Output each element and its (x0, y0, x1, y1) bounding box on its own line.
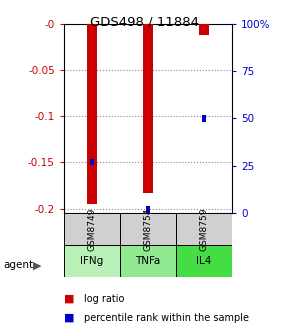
Text: IFNg: IFNg (80, 256, 104, 266)
Bar (143, 24, 153, 193)
Bar (120, 213, 176, 245)
Bar (202, 115, 206, 122)
Bar (176, 213, 232, 245)
Text: TNFa: TNFa (135, 256, 161, 266)
Bar (176, 245, 232, 277)
Text: ■: ■ (64, 294, 74, 304)
Bar (199, 24, 209, 35)
Text: IL4: IL4 (196, 256, 212, 266)
Text: ▶: ▶ (33, 260, 42, 270)
Bar (64, 213, 120, 245)
Text: ■: ■ (64, 312, 74, 323)
Bar (87, 24, 97, 204)
Text: log ratio: log ratio (84, 294, 124, 304)
Bar (90, 159, 94, 165)
Text: GSM8749: GSM8749 (87, 208, 96, 251)
Text: GSM8759: GSM8759 (200, 208, 209, 251)
Bar (120, 245, 176, 277)
Bar (64, 245, 120, 277)
Bar (146, 206, 150, 213)
Text: GSM8754: GSM8754 (143, 208, 153, 251)
Text: agent: agent (3, 260, 33, 270)
Text: percentile rank within the sample: percentile rank within the sample (84, 312, 249, 323)
Text: GDS498 / 11884: GDS498 / 11884 (90, 15, 200, 28)
